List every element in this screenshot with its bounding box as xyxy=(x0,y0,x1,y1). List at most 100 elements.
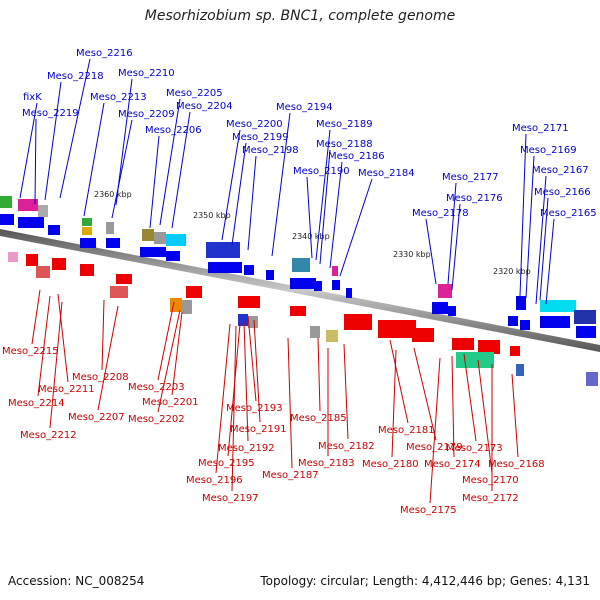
forward-gene-label: Meso_2188 xyxy=(316,139,373,150)
label-leader-line xyxy=(59,58,91,199)
label-leader-line xyxy=(243,321,249,442)
forward-gene-label: Meso_2219 xyxy=(22,108,79,119)
scale-tick-label: 2330 kbp xyxy=(393,250,431,259)
label-leader-line xyxy=(319,149,331,265)
scale-tick-label: 2320 kbp xyxy=(493,267,531,276)
reverse-gene-label: Meso_2207 xyxy=(68,412,125,423)
reverse-gene-label: Meso_2182 xyxy=(318,441,375,452)
forward-gene-label: Meso_2177 xyxy=(442,172,499,183)
reverse-gene-label: Meso_2202 xyxy=(128,414,185,425)
forward-gene-label: Meso_2216 xyxy=(76,48,133,59)
forward-gene-feature xyxy=(540,300,576,312)
reverse-gene-feature xyxy=(516,364,524,376)
reverse-gene-label: Meso_2201 xyxy=(142,397,199,408)
forward-gene-feature xyxy=(0,214,14,225)
reverse-gene-label: Meso_2192 xyxy=(218,443,275,454)
reverse-gene-label: Meso_2170 xyxy=(462,475,519,486)
reverse-gene-feature xyxy=(26,254,38,266)
forward-gene-label: Meso_2169 xyxy=(520,145,577,156)
label-leader-line xyxy=(447,182,457,285)
forward-gene-feature xyxy=(438,284,452,298)
label-leader-line xyxy=(247,155,257,251)
forward-gene-label: Meso_2186 xyxy=(328,151,385,162)
reverse-gene-feature xyxy=(110,286,128,298)
reverse-gene-label: Meso_2208 xyxy=(72,372,129,383)
forward-gene-feature xyxy=(166,234,186,246)
label-leader-line xyxy=(525,155,535,299)
forward-gene-label: Meso_2213 xyxy=(90,92,147,103)
label-leader-line xyxy=(271,112,291,257)
forward-gene-feature xyxy=(574,310,596,324)
gene-labels: Meso_2216 Meso_2218 Meso_2210 fixK Meso_2213… xyxy=(2,48,597,516)
forward-gene-feature xyxy=(332,280,340,290)
reverse-gene-feature xyxy=(170,298,182,312)
reverse-gene-label: Meso_2212 xyxy=(20,430,77,441)
forward-gene-feature xyxy=(106,222,114,234)
reverse-gene-label: Meso_2215 xyxy=(2,346,59,357)
forward-gene-label: Meso_2200 xyxy=(226,119,283,130)
label-leader-line xyxy=(477,359,493,474)
scale-tick-label: 2350 kbp xyxy=(193,211,231,220)
forward-gene-label: Meso_2167 xyxy=(532,165,589,176)
label-leader-line xyxy=(425,218,437,285)
label-leader-line xyxy=(19,102,38,199)
label-leaders xyxy=(19,58,555,504)
reverse-gene-label: Meso_2195 xyxy=(198,458,255,469)
reverse-gene-feature xyxy=(310,326,320,338)
reverse-gene-label: Meso_2179 xyxy=(406,442,463,453)
forward-gene-feature xyxy=(314,281,322,291)
reverse-gene-label: Meso_2180 xyxy=(362,459,419,470)
label-leader-line xyxy=(83,102,105,217)
forward-gene-label: Meso_2209 xyxy=(118,109,175,120)
forward-gene-feature xyxy=(0,196,12,208)
label-leader-line xyxy=(315,129,331,261)
reverse-gene-feature xyxy=(326,330,338,342)
forward-gene-label: Meso_2166 xyxy=(534,187,591,198)
forward-gene-feature xyxy=(166,251,180,261)
reverse-gene-feature xyxy=(36,266,50,278)
label-leader-line xyxy=(287,337,293,469)
forward-gene-feature xyxy=(244,265,254,275)
label-leader-line xyxy=(231,325,237,492)
reverse-gene-label: Meso_2214 xyxy=(8,398,65,409)
label-leader-line xyxy=(44,81,62,201)
label-leader-line xyxy=(535,175,547,305)
topology-text: Topology: circular; Length: 4,412,446 bp… xyxy=(260,574,590,588)
reverse-gene-feature xyxy=(186,286,202,298)
forward-gene-feature xyxy=(292,258,310,272)
label-leader-line xyxy=(171,311,183,396)
reverse-gene-feature xyxy=(238,314,248,326)
forward-gene-label: fixK xyxy=(23,92,42,103)
reverse-gene-feature xyxy=(478,340,500,354)
forward-gene-feature xyxy=(48,225,60,235)
forward-gene-feature xyxy=(80,238,96,248)
reverse-gene-label: Meso_2174 xyxy=(424,459,481,470)
label-leader-line xyxy=(389,339,409,424)
reverse-gene-label: Meso_2175 xyxy=(400,505,457,516)
reverse-gene-label: Meso_2193 xyxy=(226,403,283,414)
reverse-gene-label: Meso_2183 xyxy=(298,458,355,469)
forward-gene-feature xyxy=(38,205,48,217)
reverse-gene-feature xyxy=(238,296,260,308)
label-leader-line xyxy=(157,301,175,381)
reverse-gene-feature xyxy=(80,264,94,276)
reverse-gene-label: Meso_2203 xyxy=(128,382,185,393)
reverse-gene-feature xyxy=(456,352,494,368)
forward-gene-feature xyxy=(290,278,316,289)
reverse-gene-feature xyxy=(378,320,416,338)
label-leader-line xyxy=(339,178,373,277)
gene-track xyxy=(0,196,598,386)
reverse-gene-label: Meso_2196 xyxy=(186,475,243,486)
reverse-gene-feature xyxy=(412,328,434,342)
forward-gene-label: Meso_2205 xyxy=(166,88,223,99)
forward-gene-label: Meso_2178 xyxy=(412,208,469,219)
reverse-gene-label: Meso_2197 xyxy=(202,493,259,504)
label-leader-line xyxy=(329,161,343,269)
forward-gene-feature xyxy=(82,218,92,226)
forward-gene-feature xyxy=(508,316,518,326)
reverse-gene-label: Meso_2191 xyxy=(230,424,287,435)
reverse-gene-feature xyxy=(8,252,18,262)
label-leader-line xyxy=(511,373,519,458)
forward-gene-label: Meso_2198 xyxy=(242,145,299,156)
